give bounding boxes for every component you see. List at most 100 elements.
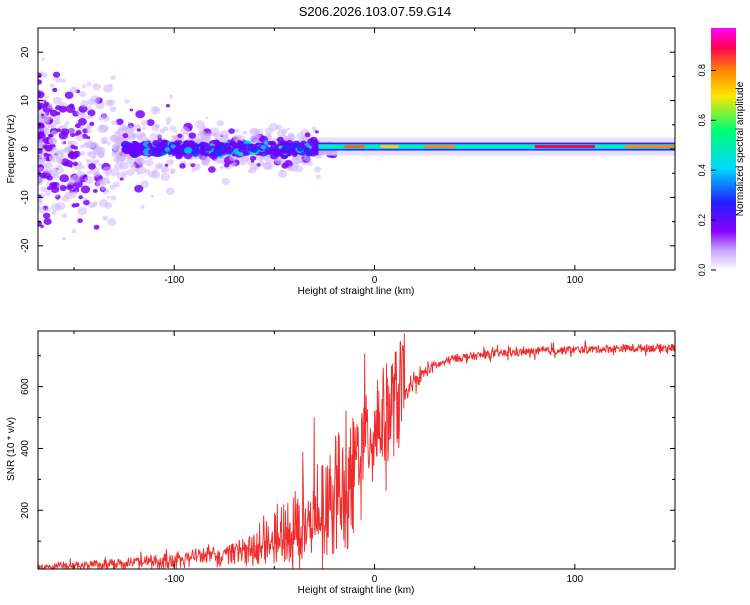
spectrogram-blob — [280, 159, 286, 164]
spectrogram-blob — [216, 148, 222, 153]
spectrogram-blob — [54, 76, 62, 83]
spectrogram-blob — [44, 190, 51, 196]
snr-series-line — [38, 333, 675, 569]
spectrogram-blob — [153, 147, 162, 154]
spectrogram-blob — [38, 178, 42, 184]
spectrogram-blob — [169, 96, 173, 100]
spectrogram-blob — [109, 168, 120, 177]
spectrogram-blob — [68, 103, 75, 108]
spectrogram-blob — [164, 147, 171, 152]
spectrogram-blob — [136, 171, 140, 175]
spectrogram-blob — [61, 78, 66, 83]
colorbar-tick-label: 0.8 — [697, 64, 707, 77]
spectrogram-blob — [237, 139, 242, 144]
spectrogram-blob — [311, 147, 319, 153]
spectrogram-blob — [46, 175, 53, 181]
spectrogram-blob — [180, 126, 191, 135]
spectrogram-blob — [48, 167, 59, 176]
spectrogram-blob — [51, 125, 56, 129]
spectrogram-blob — [100, 124, 104, 128]
spectrogram-blob — [94, 159, 100, 164]
spectrogram-blob — [224, 144, 232, 150]
spectrogram-blob — [166, 121, 171, 126]
spectrogram-blob — [52, 96, 62, 105]
colorbar-gradient — [711, 28, 736, 270]
spectrogram-blob — [140, 205, 145, 209]
spectrogram-y-tick-label: 20 — [20, 46, 31, 58]
spectrogram-blob — [86, 128, 93, 134]
spectrogram-blob — [88, 163, 96, 170]
coherent-band-peak — [424, 145, 455, 149]
spectrogram-blob — [92, 83, 101, 91]
spectrogram-blob — [51, 210, 57, 216]
spectrogram-blob — [87, 98, 96, 106]
spectrogram-blob — [219, 130, 229, 138]
spectrogram-blob — [259, 158, 263, 162]
spectrogram-blob — [61, 236, 67, 241]
spectrogram-blob — [68, 140, 72, 144]
spectrogram-blob — [100, 136, 109, 144]
spectrogram-blob — [137, 144, 145, 151]
spectrogram-blob — [170, 159, 174, 163]
snr-ticks: -100 0 100 200 400 600 — [20, 331, 676, 585]
spectrogram-blob — [171, 135, 175, 139]
spectrogram-blob — [113, 146, 117, 150]
spectrogram-blob — [69, 164, 73, 168]
snr-y-label: SNR (10 * v/v) — [6, 417, 17, 481]
spectrogram-blob — [147, 142, 153, 147]
spectrogram-blob — [187, 140, 196, 147]
snr-x-tick-label: 100 — [566, 574, 583, 585]
spectrogram-blob — [102, 166, 113, 175]
spectrogram-blob — [313, 166, 322, 173]
spectrogram-blob — [75, 130, 82, 136]
spectrogram-blob — [38, 102, 45, 109]
spectrogram-blob — [183, 147, 193, 154]
spectrogram-blob — [42, 157, 46, 161]
spectrogram-blob — [175, 150, 184, 158]
coherent-band-peak — [624, 145, 675, 149]
spectrogram-x-tick-label: -100 — [164, 275, 184, 286]
spectrogram-blob — [195, 120, 206, 129]
spectrogram-blob — [52, 174, 56, 178]
spectrogram-y-label: Frequency (Hz) — [6, 115, 17, 184]
spectrogram-blob — [248, 146, 256, 153]
spectrogram-blob — [78, 117, 87, 126]
spectrogram-blob — [47, 104, 53, 109]
snr-x-tick-label: -100 — [164, 574, 184, 585]
spectrogram-blob — [64, 91, 74, 99]
spectrogram-blob — [219, 165, 224, 170]
coherent-band-peak — [380, 145, 399, 149]
coherent-band-peak — [344, 145, 365, 149]
spectrogram-blob — [52, 87, 58, 93]
spectrogram-blob — [54, 194, 59, 198]
spectrogram-blob — [93, 224, 100, 230]
spectrogram-blob — [38, 131, 43, 139]
spectrogram-blob — [129, 162, 136, 168]
spectrogram-blob — [119, 177, 124, 181]
spectrogram-blob — [38, 91, 45, 99]
spectrogram-blob — [202, 160, 207, 164]
spectrogram-blob — [141, 119, 149, 126]
spectrogram-blob — [102, 215, 109, 221]
spectrogram-blob — [48, 155, 55, 160]
spectrogram-blob — [127, 121, 131, 124]
spectrogram-blob — [40, 71, 44, 75]
spectrogram-blob — [253, 131, 262, 139]
colorbar-tick-label: 0.6 — [697, 114, 707, 127]
spectrogram-blob — [38, 198, 43, 206]
spectrogram-blob — [169, 94, 173, 98]
spectrogram-blob — [140, 180, 150, 188]
spectrogram-blob — [38, 148, 43, 154]
colorbar-ticks: 0.0 0.2 0.4 0.6 0.8 — [697, 64, 716, 276]
spectrogram-blob — [77, 206, 88, 215]
spectrogram-blob — [229, 155, 237, 162]
spectrogram-blob — [149, 157, 153, 161]
spectrogram-blob — [122, 133, 129, 139]
spectrogram-blob — [93, 188, 98, 193]
spectrogram-blob — [238, 146, 246, 153]
spectrogram-blob — [296, 145, 305, 152]
spectrogram-blob — [220, 137, 227, 143]
spectrogram-blob — [81, 84, 87, 89]
spectrogram-blob — [49, 109, 58, 117]
